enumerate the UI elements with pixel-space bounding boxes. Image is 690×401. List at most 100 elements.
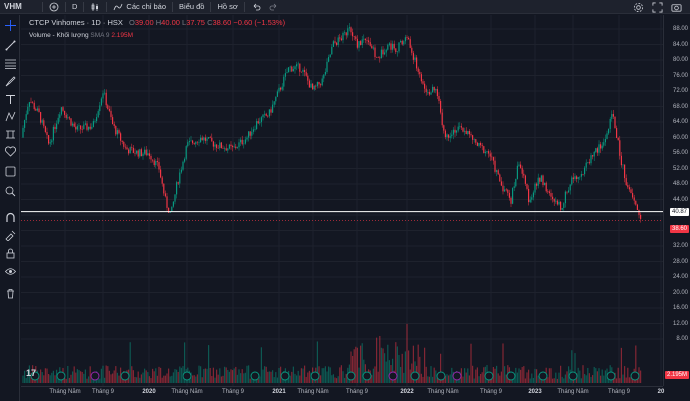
settings-gear-icon[interactable] — [629, 0, 648, 14]
volume-bar — [233, 368, 235, 383]
pattern-icon[interactable] — [4, 110, 16, 122]
fullscreen-icon[interactable] — [648, 0, 667, 14]
interval-button[interactable]: D — [72, 2, 78, 11]
event-marker[interactable] — [484, 371, 494, 381]
candle-body — [184, 158, 186, 162]
compare-add-icon[interactable] — [45, 0, 63, 14]
lock-draw-icon[interactable] — [4, 229, 16, 241]
magnet-icon[interactable] — [4, 211, 16, 223]
chart-pane[interactable] — [21, 15, 663, 401]
event-marker[interactable] — [630, 371, 640, 381]
event-marker[interactable] — [182, 371, 192, 381]
volume-bar — [270, 371, 272, 383]
trash-icon[interactable] — [4, 287, 16, 299]
measure-icon[interactable] — [4, 128, 16, 140]
price-chart[interactable] — [21, 15, 663, 386]
ruler-icon[interactable] — [4, 165, 16, 177]
volume-bar — [137, 371, 139, 383]
event-marker[interactable] — [280, 371, 290, 381]
candle-body — [404, 37, 406, 42]
price-axis[interactable]: 88.00 84.00 80.00 76.00 72.00 68.00 64.00 60.00… — [663, 15, 690, 386]
symbol-search-button[interactable]: VHM — [4, 2, 22, 11]
volume-bar — [598, 368, 600, 383]
price-axis-label: 32.00 — [672, 243, 688, 249]
candle-body — [560, 201, 562, 210]
volume-bar — [236, 374, 238, 383]
lock-icon[interactable] — [4, 247, 16, 259]
candle-body — [529, 199, 531, 203]
snapshot-icon[interactable] — [667, 0, 686, 14]
undo-icon[interactable] — [247, 0, 265, 14]
event-marker[interactable] — [362, 371, 372, 381]
redo-icon[interactable] — [265, 0, 283, 14]
volume-bar — [156, 375, 158, 383]
event-marker[interactable] — [250, 371, 260, 381]
candle-body — [192, 140, 194, 144]
event-marker[interactable] — [538, 371, 548, 381]
candle-body — [35, 109, 37, 111]
event-marker[interactable] — [310, 371, 320, 381]
profile-button[interactable]: Hồ sơ — [217, 2, 238, 11]
candle-body — [121, 140, 123, 142]
candle-body — [92, 121, 94, 128]
candle-body — [328, 57, 330, 62]
event-marker[interactable] — [90, 371, 100, 381]
volume-bar — [580, 378, 582, 383]
candle-style-icon[interactable] — [86, 0, 104, 14]
tradingview-logo[interactable]: 17 — [26, 368, 37, 378]
volume-bar — [132, 370, 134, 383]
candle-body — [390, 43, 392, 50]
event-marker[interactable] — [568, 371, 578, 381]
candle-body — [224, 148, 226, 149]
volume-bar — [292, 366, 294, 383]
zoom-icon[interactable] — [4, 185, 16, 197]
event-marker[interactable] — [452, 371, 462, 381]
event-marker[interactable] — [388, 371, 398, 381]
text-icon[interactable] — [4, 93, 16, 105]
brush-icon[interactable] — [4, 75, 16, 87]
volume-bar — [67, 365, 69, 383]
volume-bar — [316, 341, 318, 383]
indicators-button[interactable]: Các chỉ báo — [109, 0, 170, 14]
candle-body — [147, 153, 149, 156]
candle-body — [52, 126, 54, 141]
event-marker[interactable] — [606, 371, 616, 381]
candle-body — [68, 117, 70, 119]
volume-bar — [560, 365, 562, 383]
event-marker[interactable] — [410, 371, 420, 381]
layout-button[interactable]: Biểu đồ — [179, 2, 205, 11]
heart-icon[interactable] — [4, 145, 16, 157]
event-marker[interactable] — [436, 371, 446, 381]
divider — [172, 1, 174, 12]
trend-line-icon[interactable] — [4, 39, 16, 51]
candle-body — [296, 64, 298, 67]
volume-bar — [462, 376, 464, 383]
volume-bar — [577, 367, 579, 383]
candle-body — [624, 164, 626, 179]
candle-body — [137, 150, 139, 157]
volume-bar — [363, 359, 365, 383]
fib-icon[interactable] — [4, 57, 16, 69]
event-marker[interactable] — [120, 371, 130, 381]
crosshair-icon[interactable] — [4, 19, 16, 31]
candle-body — [326, 61, 328, 72]
volume-bar — [262, 369, 264, 383]
candle-body — [630, 189, 632, 194]
volume-bar — [564, 374, 566, 383]
volume-bar — [276, 377, 278, 383]
eye-icon[interactable] — [4, 265, 16, 277]
event-marker[interactable] — [56, 371, 66, 381]
volume-bar — [281, 378, 283, 383]
volume-bar — [105, 365, 107, 383]
event-marker[interactable] — [30, 371, 40, 381]
event-marker[interactable] — [506, 371, 516, 381]
volume-bar — [273, 377, 275, 383]
candle-body — [361, 39, 363, 45]
time-axis-label: Tháng Năm — [49, 389, 81, 395]
time-axis[interactable]: Tháng Năm Tháng 9 2020 Tháng Năm Tháng 9 2021… — [21, 386, 664, 401]
event-marker[interactable] — [346, 371, 356, 381]
volume-bar — [448, 375, 450, 383]
volume-bar — [24, 370, 26, 383]
candle-body — [347, 28, 349, 36]
candle-body — [40, 112, 42, 123]
